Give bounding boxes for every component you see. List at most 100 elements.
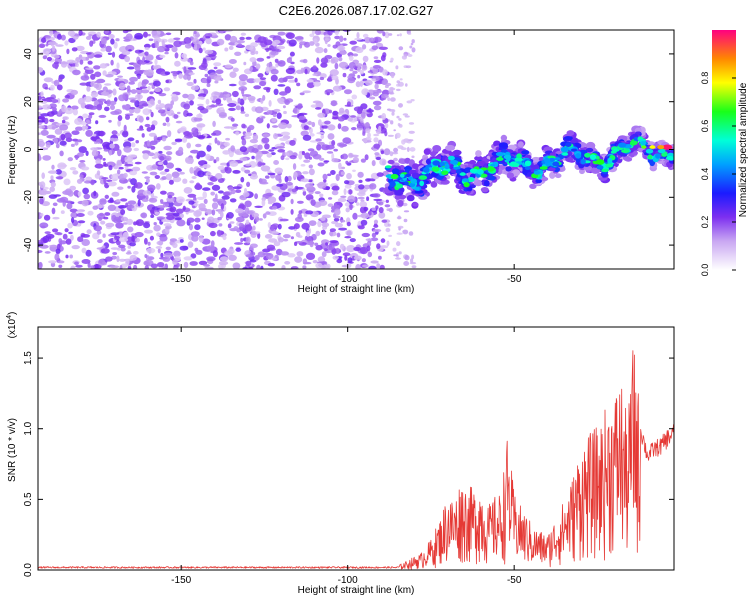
- noise-blob: [104, 194, 110, 199]
- noise-blob: [242, 191, 250, 197]
- noise-blob: [355, 81, 361, 88]
- signal-blob: [529, 183, 537, 189]
- noise-blob: [142, 150, 151, 155]
- noise-blob: [146, 140, 151, 147]
- noise-blob: [96, 104, 103, 111]
- noise-blob: [82, 125, 89, 130]
- noise-blob: [56, 84, 63, 91]
- noise-blob: [245, 254, 254, 258]
- noise-blob: [92, 232, 100, 240]
- noise-blob: [306, 230, 311, 237]
- signal-blob: [554, 173, 562, 179]
- noise-blob: [288, 39, 297, 47]
- noise-blob: [81, 239, 90, 246]
- noise-blob: [145, 178, 150, 184]
- noise-blob: [81, 247, 87, 254]
- noise-blob: [290, 198, 294, 205]
- noise-blob: [323, 48, 328, 54]
- noise-blob: [226, 212, 234, 219]
- noise-blob: [289, 155, 297, 160]
- noise-blob: [307, 196, 314, 200]
- noise-blob: [91, 149, 99, 157]
- noise-blob: [398, 251, 402, 255]
- noise-blob: [365, 238, 372, 241]
- noise-blob: [393, 147, 399, 153]
- noise-blob: [310, 104, 317, 108]
- noise-blob: [222, 91, 229, 95]
- noise-blob: [93, 190, 97, 197]
- noise-blob: [324, 34, 330, 38]
- noise-blob: [174, 139, 183, 143]
- noise-blob: [150, 145, 156, 150]
- noise-blob: [144, 123, 151, 128]
- noise-blob: [90, 265, 95, 269]
- noise-blob: [404, 255, 410, 261]
- noise-blob: [47, 170, 58, 174]
- noise-blob: [75, 264, 83, 268]
- noise-blob: [179, 171, 185, 175]
- noise-blob: [243, 61, 247, 66]
- noise-blob: [268, 149, 275, 152]
- signal-blob: [498, 142, 508, 148]
- noise-blob: [219, 30, 224, 34]
- signal-blob: [490, 163, 495, 167]
- noise-blob: [183, 187, 193, 194]
- noise-blob: [107, 52, 113, 55]
- noise-blob: [365, 127, 371, 134]
- noise-blob: [249, 57, 257, 63]
- noise-blob: [42, 55, 48, 60]
- noise-blob: [254, 255, 260, 261]
- noise-blob: [327, 124, 336, 131]
- noise-blob: [40, 113, 50, 117]
- noise-blob: [227, 223, 232, 229]
- noise-blob: [183, 37, 192, 44]
- noise-blob: [352, 53, 359, 57]
- signal-blob: [470, 168, 479, 172]
- noise-blob: [215, 98, 222, 105]
- noise-blob: [128, 97, 137, 101]
- noise-blob: [41, 172, 45, 179]
- noise-blob: [161, 176, 168, 180]
- signal-blob: [565, 142, 572, 148]
- noise-blob: [234, 51, 242, 56]
- noise-blob: [245, 132, 253, 137]
- noise-blob: [222, 95, 227, 101]
- noise-blob: [95, 138, 102, 144]
- noise-blob: [387, 223, 391, 227]
- noise-blob: [234, 242, 244, 245]
- noise-blob: [223, 141, 230, 147]
- signal-blob: [459, 172, 466, 176]
- noise-blob: [138, 49, 144, 53]
- noise-blob: [86, 229, 92, 235]
- noise-blob: [193, 30, 197, 35]
- signal-blob: [610, 150, 617, 154]
- noise-blob: [315, 107, 322, 110]
- noise-blob: [264, 234, 273, 239]
- noise-blob: [120, 154, 125, 162]
- noise-blob: [156, 240, 164, 246]
- noise-blob: [401, 55, 407, 60]
- noise-blob: [137, 199, 141, 207]
- noise-blob: [219, 106, 224, 111]
- noise-blob: [333, 217, 340, 222]
- noise-blob: [355, 46, 364, 54]
- noise-blob: [257, 161, 263, 167]
- noise-blob: [240, 176, 245, 183]
- noise-blob: [364, 154, 369, 161]
- noise-blob: [153, 224, 161, 232]
- signal-blob: [584, 152, 591, 158]
- noise-blob: [334, 203, 338, 210]
- noise-blob: [244, 207, 250, 215]
- noise-blob: [64, 40, 69, 46]
- noise-blob: [312, 65, 317, 70]
- x-tick-label: -50: [507, 274, 522, 285]
- noise-blob: [397, 225, 404, 229]
- noise-blob: [64, 132, 72, 139]
- noise-blob: [249, 259, 257, 263]
- noise-blob: [135, 237, 140, 243]
- noise-blob: [106, 161, 116, 168]
- noise-blob: [174, 60, 181, 67]
- noise-blob: [120, 216, 129, 222]
- noise-blob: [206, 256, 216, 262]
- noise-blob: [331, 190, 339, 196]
